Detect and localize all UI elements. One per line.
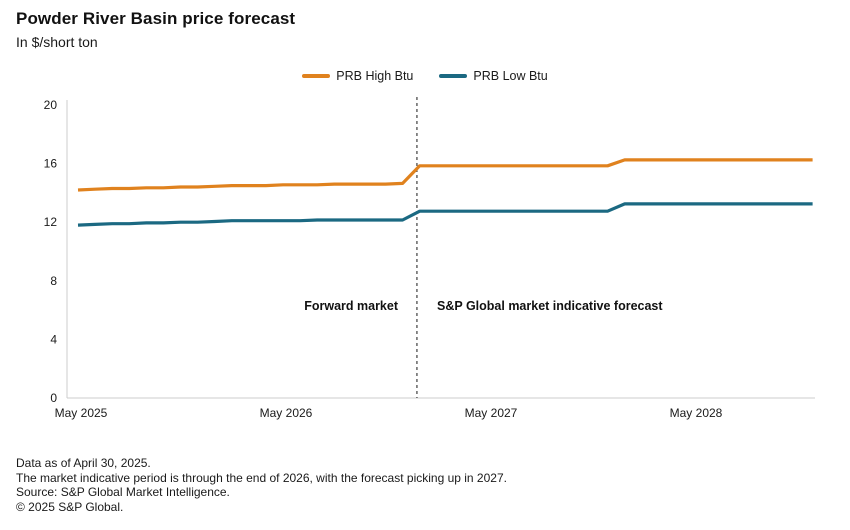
- y-tick-label: 16: [44, 157, 58, 171]
- footer-source: Source: S&P Global Market Intelligence.: [16, 485, 230, 500]
- y-tick-label: 4: [50, 332, 57, 346]
- x-tick-label: May 2025: [55, 406, 108, 420]
- low-btu-line-swatch-icon: [439, 74, 468, 78]
- y-tick-label: 12: [44, 215, 58, 229]
- footer-notes: Data as of April 30, 2025. The market in…: [16, 456, 507, 514]
- forward-market-label: Forward market: [304, 299, 398, 313]
- legend-label-high-btu: PRB High Btu: [336, 69, 414, 83]
- legend-item-high-btu: PRB High Btu: [302, 69, 413, 83]
- x-tick-label: May 2028: [670, 406, 723, 420]
- footer-indicative-note: The market indicative period is through …: [16, 470, 507, 485]
- chart-legend: PRB High Btu PRB Low Btu: [0, 69, 850, 83]
- y-tick-label: 0: [50, 391, 57, 405]
- footer-copyright: © 2025 S&P Global.: [16, 499, 124, 514]
- legend-label-low-btu: PRB Low Btu: [473, 69, 548, 83]
- x-tick-label: May 2027: [465, 406, 518, 420]
- footer-data-as-of: Data as of April 30, 2025.: [16, 456, 151, 470]
- x-tick-label: May 2026: [260, 406, 313, 420]
- page-subtitle: In $/short ton: [16, 34, 98, 50]
- y-tick-label: 20: [44, 98, 58, 112]
- series-line-low-btu: [77, 202, 813, 227]
- series-line-high-btu: [77, 158, 813, 192]
- indicative-forecast-label: S&P Global market indicative forecast: [437, 299, 663, 313]
- page-title: Powder River Basin price forecast: [16, 9, 296, 28]
- y-tick-label: 8: [50, 274, 57, 288]
- legend-item-low-btu: PRB Low Btu: [439, 69, 548, 83]
- high-btu-line-swatch-icon: [302, 74, 331, 78]
